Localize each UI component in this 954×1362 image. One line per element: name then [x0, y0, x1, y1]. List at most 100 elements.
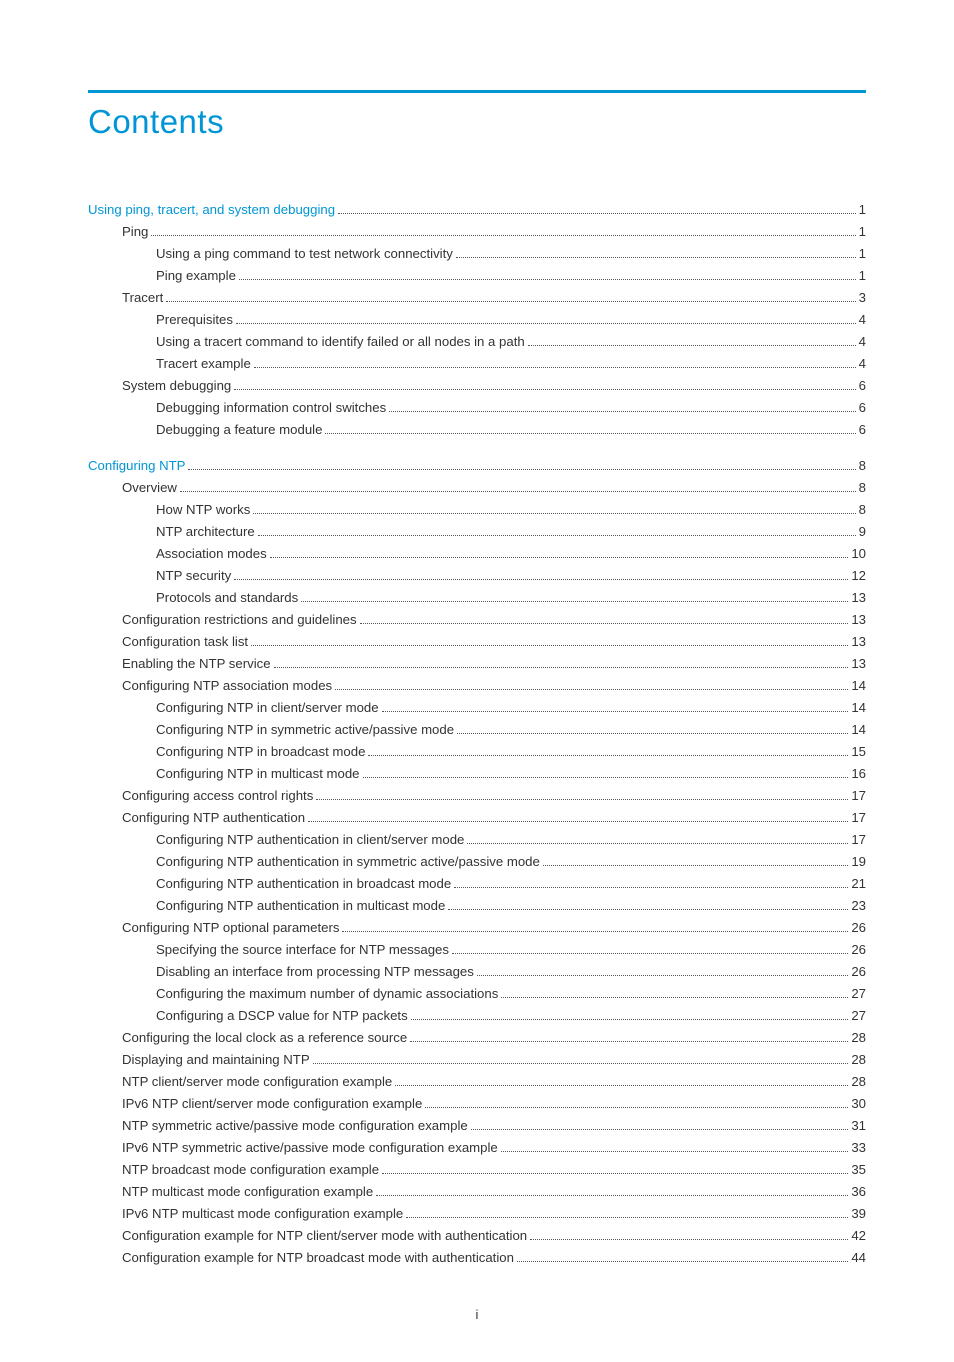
toc-page-number: 26: [851, 919, 866, 937]
toc-page-number: 8: [859, 501, 866, 519]
toc-page-number: 28: [851, 1073, 866, 1091]
toc-dot-leader: [528, 345, 856, 346]
toc-page-number: 9: [859, 523, 866, 541]
toc-dot-leader: [258, 535, 856, 536]
toc-entry-label: Configuring NTP in multicast mode: [156, 765, 360, 783]
toc-row: IPv6 NTP symmetric active/passive mode c…: [122, 1139, 866, 1157]
toc-row: Configuring the maximum number of dynami…: [156, 985, 866, 1003]
toc-entry-label: NTP architecture: [156, 523, 255, 541]
toc-dot-leader: [530, 1239, 848, 1240]
toc-page-number: 6: [859, 421, 866, 439]
toc-dot-leader: [363, 777, 849, 778]
toc-row: Association modes10: [156, 545, 866, 563]
toc-entry-label: Prerequisites: [156, 311, 233, 329]
toc-entry-label: Association modes: [156, 545, 267, 563]
toc-row: Configuring NTP association modes14: [122, 677, 866, 695]
toc-entry-label: Configuring NTP authentication in multic…: [156, 897, 445, 915]
toc-row: Tracert example 4: [156, 355, 866, 373]
toc-page-number: 27: [851, 1007, 866, 1025]
toc-dot-leader: [454, 887, 848, 888]
toc-row: Configuration restrictions and guideline…: [122, 611, 866, 629]
toc-page-number: 6: [859, 399, 866, 417]
toc-page-number: 26: [851, 941, 866, 959]
toc-page-number: 4: [859, 333, 866, 351]
toc-entry-label: Tracert example: [156, 355, 251, 373]
toc-entry-label: NTP symmetric active/passive mode config…: [122, 1117, 468, 1135]
page-title: Contents: [88, 103, 866, 141]
toc-row: Ping 1: [122, 223, 866, 241]
toc-row: Protocols and standards 13: [156, 589, 866, 607]
toc-dot-leader: [395, 1085, 848, 1086]
toc-dot-leader: [457, 733, 848, 734]
toc-row: Tracert3: [122, 289, 866, 307]
toc-dot-leader: [543, 865, 848, 866]
toc-page-number: 4: [859, 355, 866, 373]
toc-page-number: 14: [851, 721, 866, 739]
toc-row: Debugging information control switches 6: [156, 399, 866, 417]
toc-section-gap: [88, 443, 866, 457]
toc-row: IPv6 NTP client/server mode configuratio…: [122, 1095, 866, 1113]
toc-page-number: 4: [859, 311, 866, 329]
toc-row: How NTP works8: [156, 501, 866, 519]
toc-row: Configuration task list13: [122, 633, 866, 651]
toc-dot-leader: [452, 953, 848, 954]
toc-entry-label: Configuring NTP authentication in client…: [156, 831, 464, 849]
toc-entry-label: Using a tracert command to identify fail…: [156, 333, 525, 351]
toc-page-number: 8: [859, 479, 866, 497]
toc-dot-leader: [325, 433, 855, 434]
toc-dot-leader: [382, 1173, 848, 1174]
toc-entry-label: IPv6 NTP client/server mode configuratio…: [122, 1095, 422, 1113]
toc-page-number: 1: [859, 245, 866, 263]
toc-heading-link[interactable]: Using ping, tracert, and system debuggin…: [88, 201, 335, 219]
toc-entry-label: Configuration example for NTP client/ser…: [122, 1227, 527, 1245]
toc-heading-link[interactable]: Configuring NTP: [88, 457, 185, 475]
toc-page-number: 23: [851, 897, 866, 915]
toc-dot-leader: [406, 1217, 848, 1218]
toc-row: Configuring NTP authentication 17: [122, 809, 866, 827]
toc-row: Configuring the local clock as a referen…: [122, 1029, 866, 1047]
toc-row: Overview8: [122, 479, 866, 497]
toc-entry-label: Disabling an interface from processing N…: [156, 963, 474, 981]
toc-entry-label: IPv6 NTP multicast mode configuration ex…: [122, 1205, 403, 1223]
toc-row: Configuring a DSCP value for NTP packets…: [156, 1007, 866, 1025]
toc-entry-label: Configuring NTP optional parameters: [122, 919, 339, 937]
toc-entry-label: Ping: [122, 223, 148, 241]
toc-row: Configuring NTP authentication in symmet…: [156, 853, 866, 871]
toc-entry-label: Configuration example for NTP broadcast …: [122, 1249, 514, 1267]
toc-page-number: 14: [851, 677, 866, 695]
toc-entry-label: Configuring NTP in broadcast mode: [156, 743, 365, 761]
toc-dot-leader: [410, 1041, 848, 1042]
toc-dot-leader: [411, 1019, 849, 1020]
toc-page-number: 14: [851, 699, 866, 717]
toc-row: Specifying the source interface for NTP …: [156, 941, 866, 959]
toc-row: Ping example1: [156, 267, 866, 285]
toc-page-number: 1: [859, 201, 866, 219]
toc-dot-leader: [467, 843, 848, 844]
toc-entry-label: Protocols and standards: [156, 589, 298, 607]
toc-page-number: 8: [859, 457, 866, 475]
toc-row: Displaying and maintaining NTP28: [122, 1051, 866, 1069]
toc-page-number: 6: [859, 377, 866, 395]
toc-page-number: 1: [859, 223, 866, 241]
toc-dot-leader: [501, 997, 848, 998]
toc-page-number: 13: [851, 589, 866, 607]
toc-dot-leader: [151, 235, 855, 236]
toc-page-number: 16: [851, 765, 866, 783]
toc-page-number: 31: [851, 1117, 866, 1135]
toc-dot-leader: [342, 931, 848, 932]
toc-page-number: 17: [851, 809, 866, 827]
toc-page-number: 15: [851, 743, 866, 761]
page-number-footer: i: [88, 1307, 866, 1322]
toc-row: Configuring NTP in multicast mode 16: [156, 765, 866, 783]
toc-entry-label: Debugging information control switches: [156, 399, 386, 417]
toc-entry-label: Configuring NTP authentication: [122, 809, 305, 827]
toc-dot-leader: [274, 667, 849, 668]
toc-entry-label: Configuring the maximum number of dynami…: [156, 985, 498, 1003]
toc-dot-leader: [308, 821, 848, 822]
toc-row: Enabling the NTP service13: [122, 655, 866, 673]
toc-row: Configuration example for NTP client/ser…: [122, 1227, 866, 1245]
toc-row: Using ping, tracert, and system debuggin…: [88, 201, 866, 219]
toc-dot-leader: [368, 755, 848, 756]
accent-rule: [88, 90, 866, 93]
toc-dot-leader: [234, 579, 848, 580]
